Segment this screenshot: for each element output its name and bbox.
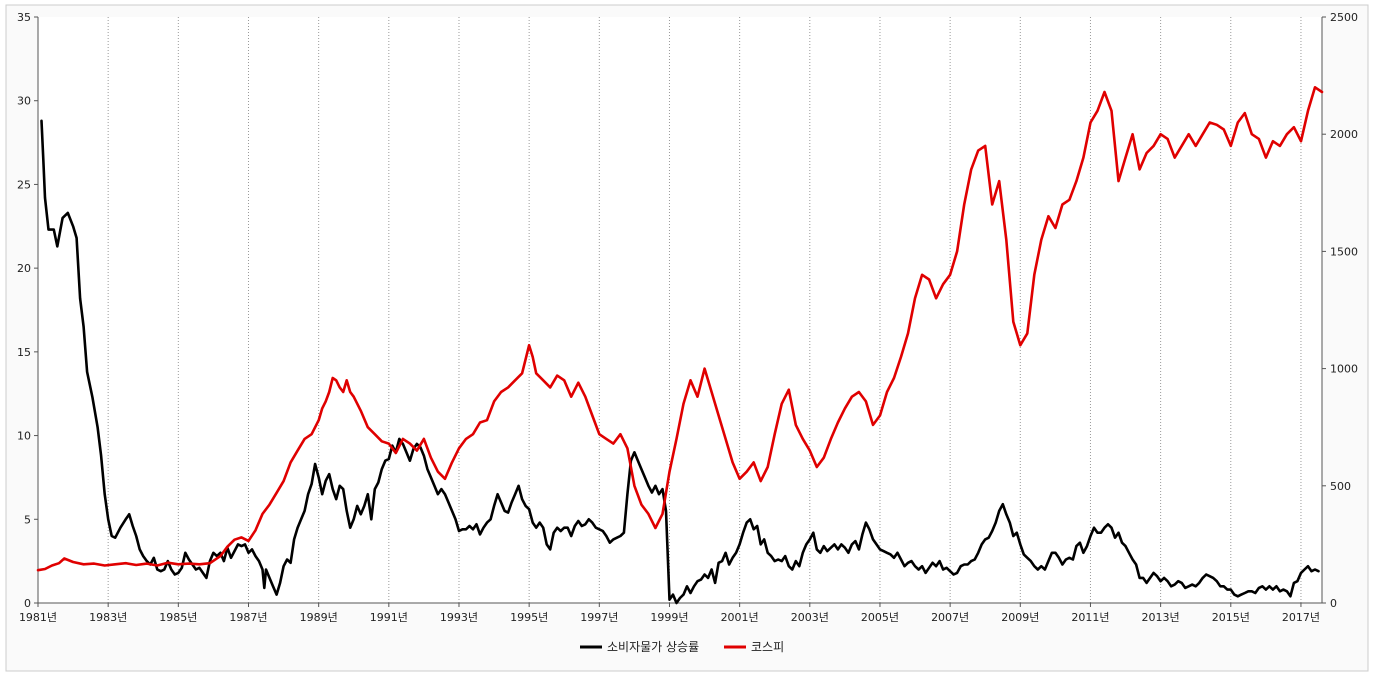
x-tick-label: 2013년 [1142, 611, 1180, 624]
x-tick-label: 2011년 [1071, 611, 1109, 624]
x-tick-label: 1981년 [19, 611, 57, 624]
y-right-tick-label: 500 [1330, 480, 1351, 493]
series-line-cpi [40, 119, 1320, 605]
legend-kospi: 코스피 [724, 640, 784, 654]
y-right-tick-label: 2500 [1330, 11, 1358, 24]
x-tick-label: 1999년 [650, 611, 688, 624]
y-left-tick-label: 15 [17, 346, 31, 359]
x-tick-label: 1995년 [510, 611, 548, 624]
y-left-tick-label: 5 [24, 513, 31, 526]
y-right-tick-label: 1500 [1330, 245, 1358, 258]
x-tick-label: 1989년 [300, 611, 338, 624]
y-left-tick-label: 30 [17, 95, 31, 108]
legend-cpi: 소비자물가 상승률 [580, 640, 699, 654]
x-tick-label: 1985년 [159, 611, 197, 624]
y-right-tick-label: 2000 [1330, 128, 1358, 141]
x-tick-label: 2005년 [861, 611, 899, 624]
x-tick-label: 1997년 [580, 611, 618, 624]
legend-kospi-label: 코스피 [751, 640, 784, 654]
x-tick-label: 1991년 [370, 611, 408, 624]
x-tick-label: 2001년 [721, 611, 759, 624]
x-tick-label: 2017년 [1282, 611, 1320, 624]
y-left-tick-label: 20 [17, 262, 31, 275]
x-tick-label: 1993년 [440, 611, 478, 624]
y-right-tick-label: 1000 [1330, 363, 1358, 376]
y-left-tick-label: 35 [17, 11, 31, 24]
series-line-kospi [36, 86, 1324, 572]
plot-area [38, 17, 1322, 603]
x-tick-label: 1987년 [229, 611, 267, 624]
x-tick-label: 2003년 [791, 611, 829, 624]
x-tick-label: 2007년 [931, 611, 969, 624]
y-left-tick-label: 0 [24, 597, 31, 610]
y-left-tick-label: 10 [17, 430, 31, 443]
x-tick-label: 2015년 [1212, 611, 1250, 624]
legend-cpi-label: 소비자물가 상승률 [607, 640, 699, 654]
y-left-tick-label: 25 [17, 178, 31, 191]
x-tick-label: 1983년 [89, 611, 127, 624]
x-tick-label: 2009년 [1001, 611, 1039, 624]
y-right-tick-label: 0 [1330, 597, 1337, 610]
